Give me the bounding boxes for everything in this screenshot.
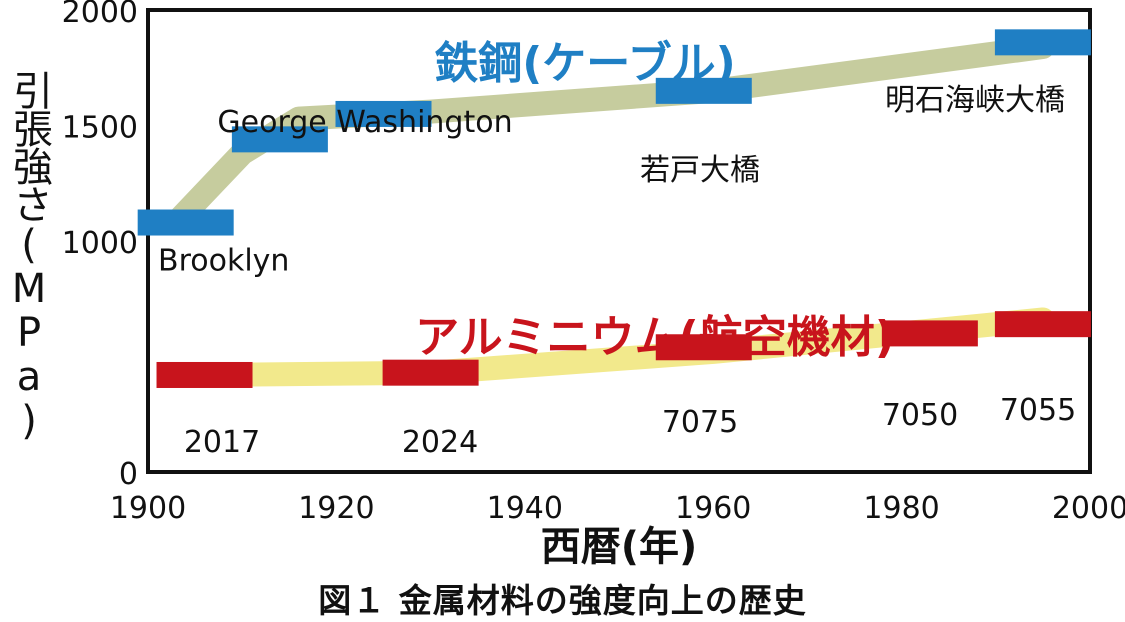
data-point-label: 2024 xyxy=(402,425,478,460)
y-tick-label: 2000 xyxy=(62,0,138,30)
plot-frame xyxy=(146,8,1092,474)
x-tick-label: 1920 xyxy=(298,491,374,526)
data-point-bar xyxy=(137,209,234,236)
data-point-label: George Washington xyxy=(217,105,512,140)
data-point-label: 若戸大橋 xyxy=(640,153,760,188)
data-point-bar xyxy=(994,29,1091,56)
x-tick-label: 1940 xyxy=(487,491,563,526)
data-point-bar xyxy=(994,311,1091,338)
data-point-bar xyxy=(881,320,978,347)
x-axis-label: 西暦(年) xyxy=(541,524,698,570)
data-point-label: 7055 xyxy=(1000,393,1076,428)
data-point-label: 明石海峡大橋 xyxy=(885,83,1065,118)
data-point-label: 7050 xyxy=(882,398,958,433)
x-tick-label: 1960 xyxy=(675,491,751,526)
y-tick-label: 1500 xyxy=(62,111,138,146)
figure-caption: 図１ 金属材料の強度向上の歴史 xyxy=(318,581,807,620)
data-point-label: Brooklyn xyxy=(158,244,289,279)
trend-band xyxy=(192,307,1055,387)
y-tick-label: 0 xyxy=(119,457,138,492)
x-tick-label: 2000 xyxy=(1052,491,1125,526)
y-tick-label: 1000 xyxy=(62,226,138,261)
y-axis-label: 引張強さ(MPa) xyxy=(6,70,52,442)
data-point-bar xyxy=(655,334,752,361)
data-point-bar xyxy=(156,361,253,388)
data-point-bar xyxy=(335,100,432,127)
data-point-label: 2017 xyxy=(184,425,260,460)
series-label-aluminum: アルミニウム(航空機材) xyxy=(415,312,895,363)
data-point-bar xyxy=(231,126,328,153)
data-point-bar xyxy=(382,359,479,386)
x-tick-label: 1900 xyxy=(110,491,186,526)
data-point-bar xyxy=(655,77,752,104)
x-tick-label: 1980 xyxy=(863,491,939,526)
data-point-label: 7075 xyxy=(662,405,738,440)
